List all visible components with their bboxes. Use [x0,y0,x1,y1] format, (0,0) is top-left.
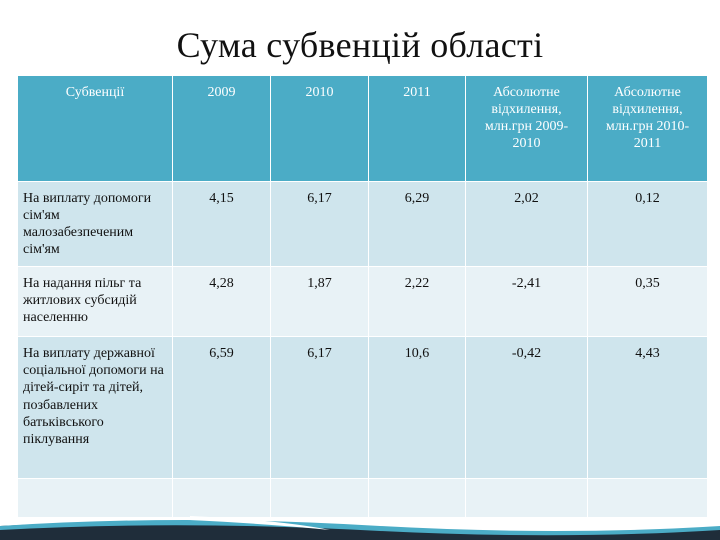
header-2010: 2010 [270,75,369,182]
header-subventions: Субвенції [17,75,173,182]
cell-2010: 1,87 [270,266,369,338]
empty-cell [172,478,271,519]
header-2011: 2011 [368,75,466,182]
cell-2009: 6,59 [172,336,271,480]
swoosh-dark [0,521,720,540]
decorative-swoosh [0,516,720,540]
cell-2011: 6,29 [368,180,466,268]
header-deviation-2010-2011: Абсолютне відхилення, млн.грн 2010-2011 [587,75,708,182]
table-row: На надання пільг та житлових субсидій на… [17,266,708,338]
empty-cell [17,478,173,519]
cell-2009: 4,28 [172,266,271,338]
empty-cell [465,478,588,519]
header-deviation-2009-2010: Абсолютне відхилення, млн.грн 2009-2010 [465,75,588,182]
table-row: На виплату державної соціальної допомоги… [17,336,708,480]
cell-2010: 6,17 [270,336,369,480]
cell-deviation-2009-2010: -2,41 [465,266,588,338]
swoosh-white [190,516,330,530]
cell-2011: 2,22 [368,266,466,338]
header-2009: 2009 [172,75,271,182]
table-header-row: Субвенції 2009 2010 2011 Абсолютне відхи… [17,75,708,182]
cell-deviation-2010-2011: 0,35 [587,266,708,338]
cell-2011: 10,6 [368,336,466,480]
page-title: Сума субвенцій області [176,25,544,65]
row-label: На надання пільг та житлових субсидій на… [17,266,173,338]
cell-deviation-2009-2010: -0,42 [465,336,588,480]
row-label: На виплату допомоги сім'ям малозабезпече… [17,180,173,268]
table-row-empty [17,478,708,519]
empty-cell [368,478,466,519]
subventions-table: Субвенції 2009 2010 2011 Абсолютне відхи… [17,75,708,519]
empty-cell [270,478,369,519]
empty-cell [587,478,708,519]
swoosh-teal [0,520,720,536]
row-label: На виплату державної соціальної допомоги… [17,336,173,480]
cell-deviation-2010-2011: 4,43 [587,336,708,480]
cell-2010: 6,17 [270,180,369,268]
table-row: На виплату допомоги сім'ям малозабезпече… [17,180,708,268]
cell-2009: 4,15 [172,180,271,268]
cell-deviation-2010-2011: 0,12 [587,180,708,268]
cell-deviation-2009-2010: 2,02 [465,180,588,268]
